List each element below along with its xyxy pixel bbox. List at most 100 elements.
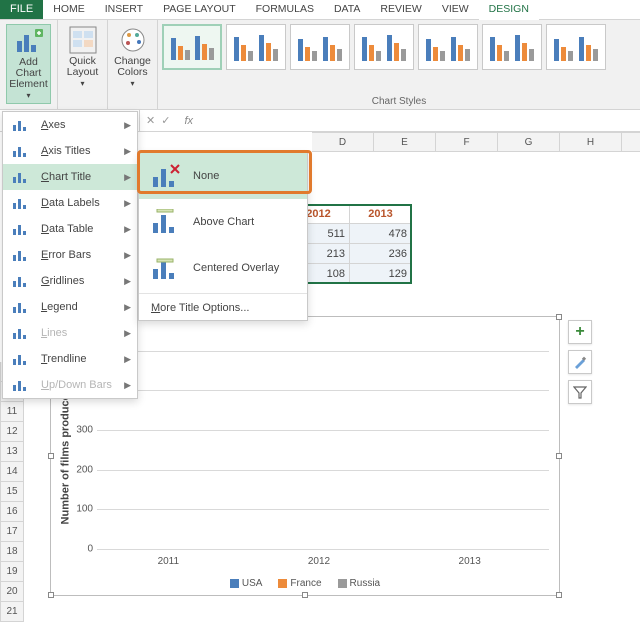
tab-file[interactable]: FILE (0, 0, 43, 19)
chart-element-icon (14, 27, 44, 55)
chart-legend[interactable]: USA France Russia (51, 578, 559, 589)
menu-data-table[interactable]: Data Table▶ (3, 216, 137, 242)
legend-item[interactable]: USA (230, 578, 263, 589)
menu-data-labels[interactable]: Data Labels▶ (3, 190, 137, 216)
quick-layout-button[interactable]: Quick Layout ▾ (64, 24, 101, 91)
ribbon: Add Chart Element ▾ Quick Layout ▾ Chang… (0, 20, 640, 110)
fx-label: fx (176, 115, 201, 127)
above-icon (151, 209, 181, 235)
menu-legend[interactable]: Legend▶ (3, 294, 137, 320)
table-header-cell[interactable]: 2013 (350, 204, 412, 224)
chart-style-thumb[interactable] (290, 24, 350, 70)
tab-data[interactable]: DATA (324, 0, 370, 19)
menu-item-label: Axes (41, 119, 65, 131)
legend-item[interactable]: France (278, 578, 321, 589)
menu-item-label: Up/Down Bars (41, 379, 112, 391)
column-header[interactable]: F (436, 132, 498, 152)
row-header[interactable]: 20 (0, 582, 24, 602)
y-tick-label: 300 (69, 425, 93, 436)
menu-error-bars[interactable]: Error Bars▶ (3, 242, 137, 268)
menu-item-label: Data Labels (41, 197, 100, 209)
chart-styles-button[interactable] (568, 350, 592, 374)
chart-styles-label: Chart Styles (158, 96, 640, 109)
x-tick-label: 2013 (426, 556, 514, 567)
lines-icon (11, 325, 31, 341)
legend-item[interactable]: Russia (338, 578, 381, 589)
row-header[interactable]: 15 (0, 482, 24, 502)
chart-styles-group: Chart Styles (158, 20, 640, 109)
menu-axes[interactable]: Axes▶ (3, 112, 137, 138)
submenu-centered-overlay[interactable]: Centered Overlay (139, 245, 307, 291)
chart-title-icon (11, 169, 31, 185)
tab-formulas[interactable]: FORMULAS (246, 0, 324, 19)
axes-icon (11, 117, 31, 133)
change-colors-button[interactable]: Change Colors ▾ (112, 24, 153, 91)
chart-filter-button[interactable] (568, 380, 592, 404)
updown-icon (11, 377, 31, 393)
menu-trendline[interactable]: Trendline▶ (3, 346, 137, 372)
menu-item-label: Trendline (41, 353, 86, 365)
menu-chart-title[interactable]: Chart Title▶ (3, 164, 137, 190)
tab-insert[interactable]: INSERT (95, 0, 153, 19)
row-header[interactable]: 11 (0, 402, 24, 422)
menu-item-label: Legend (41, 301, 78, 313)
column-header[interactable]: I (622, 132, 640, 152)
column-header[interactable]: H (560, 132, 622, 152)
y-tick-label: 100 (69, 504, 93, 515)
menu-item-label: Chart Title (41, 171, 91, 183)
accept-formula-icon[interactable]: ✓ (161, 114, 170, 127)
add-chart-element-menu: Axes▶Axis Titles▶Chart Title▶Data Labels… (2, 111, 138, 399)
submenu-item-label: More Title Options... (151, 302, 249, 314)
axis-titles-icon (11, 143, 31, 159)
row-header[interactable]: 18 (0, 542, 24, 562)
chart-style-thumb[interactable] (162, 24, 222, 70)
tab-page-layout[interactable]: PAGE LAYOUT (153, 0, 246, 19)
tab-view[interactable]: VIEW (432, 0, 479, 19)
table-cell[interactable]: 129 (350, 264, 412, 284)
menu-item-label: Lines (41, 327, 67, 339)
chart-style-thumb[interactable] (226, 24, 286, 70)
row-header[interactable]: 14 (0, 462, 24, 482)
legend-icon (11, 299, 31, 315)
chart-style-thumb[interactable] (546, 24, 606, 70)
row-header[interactable]: 12 (0, 422, 24, 442)
menu-axis-titles[interactable]: Axis Titles▶ (3, 138, 137, 164)
none-icon (151, 163, 181, 189)
row-header[interactable]: 17 (0, 522, 24, 542)
table-cell[interactable]: 236 (350, 244, 412, 264)
submenu-none[interactable]: None (139, 153, 307, 199)
row-header[interactable]: 21 (0, 602, 24, 622)
tab-home[interactable]: HOME (43, 0, 95, 19)
menu-item-label: Error Bars (41, 249, 91, 261)
submenu-more-title-options[interactable]: More Title Options... (139, 296, 307, 320)
submenu-item-label: Centered Overlay (193, 262, 279, 274)
table-cell[interactable]: 478 (350, 224, 412, 244)
column-header[interactable]: E (374, 132, 436, 152)
row-header[interactable]: 19 (0, 562, 24, 582)
trendline-icon (11, 351, 31, 367)
menu-lines: Lines▶ (3, 320, 137, 346)
gridlines-icon (11, 273, 31, 289)
chart-style-thumb[interactable] (354, 24, 414, 70)
cancel-formula-icon[interactable]: ✕ (146, 114, 155, 127)
chart-plot-area[interactable]: 0100200300400500201120122013 (97, 331, 549, 549)
x-tick-label: 2012 (275, 556, 363, 567)
tab-review[interactable]: REVIEW (370, 0, 431, 19)
funnel-icon (573, 385, 587, 399)
x-tick-label: 2011 (124, 556, 212, 567)
submenu-item-label: None (193, 170, 219, 182)
brush-icon (573, 355, 587, 369)
row-header[interactable]: 13 (0, 442, 24, 462)
menu-up-down-bars: Up/Down Bars▶ (3, 372, 137, 398)
chart-style-thumb[interactable] (418, 24, 478, 70)
column-header[interactable]: D (312, 132, 374, 152)
menu-gridlines[interactable]: Gridlines▶ (3, 268, 137, 294)
chart-elements-button[interactable]: + (568, 320, 592, 344)
row-header[interactable]: 16 (0, 502, 24, 522)
column-header[interactable]: G (498, 132, 560, 152)
add-chart-element-button[interactable]: Add Chart Element ▾ (6, 24, 51, 104)
chart-style-thumb[interactable] (482, 24, 542, 70)
submenu-above-chart[interactable]: Above Chart (139, 199, 307, 245)
tab-design[interactable]: DESIGN (479, 0, 539, 19)
y-tick-label: 0 (69, 544, 93, 555)
